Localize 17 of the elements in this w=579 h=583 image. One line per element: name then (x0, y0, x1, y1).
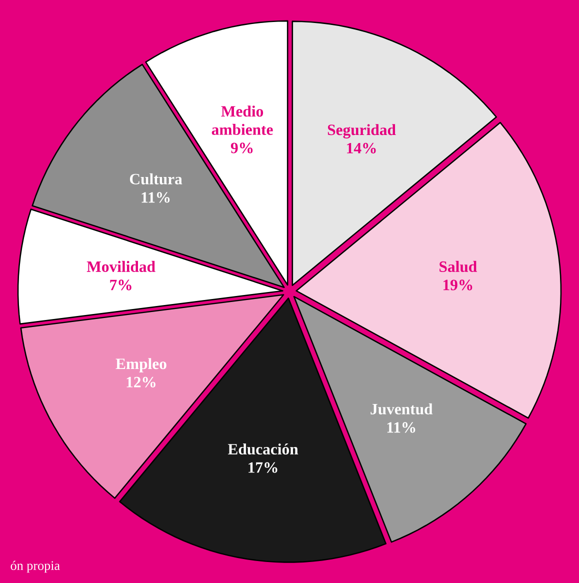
slice-label: Cultura (130, 173, 182, 184)
slice-label: Movilidad (86, 260, 156, 272)
data-label: 19% (443, 280, 472, 290)
data-label: 11% (387, 422, 416, 433)
slice-label: Salud (440, 260, 477, 272)
slice-label: Juventud (370, 403, 433, 414)
slice-label: Seguridad (328, 124, 396, 138)
slice-label: Medio ambiente (212, 106, 273, 135)
data-label: 12% (126, 376, 156, 388)
data-label: 9% (230, 142, 253, 154)
slice-label: Educación (228, 443, 298, 455)
data-label: 17% (248, 462, 278, 473)
text: ón propia (10, 560, 60, 573)
data-label: 11% (142, 192, 170, 203)
data-label: 14% (347, 142, 376, 154)
slice-label: Empleo (116, 358, 166, 372)
data-label: 7% (110, 280, 132, 290)
